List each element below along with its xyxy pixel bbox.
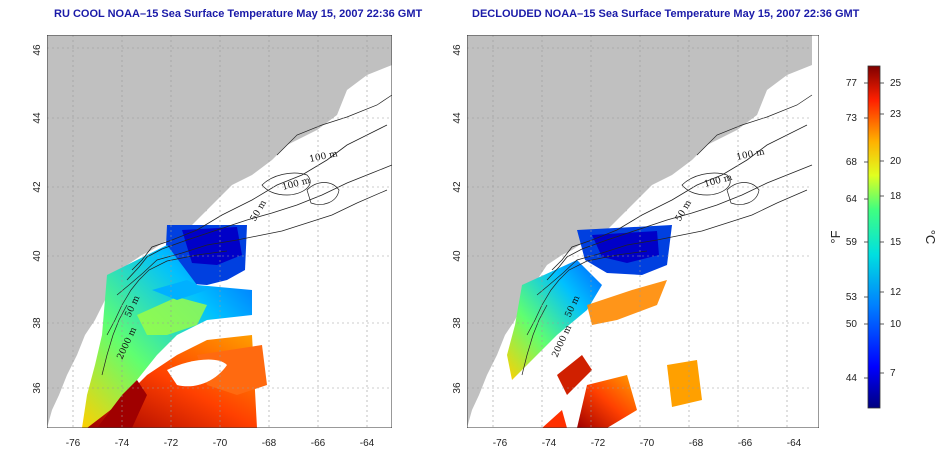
- lon-tick: -68: [262, 438, 277, 449]
- fahrenheit-tick: 64: [846, 194, 858, 205]
- fahrenheit-tick: 68: [846, 157, 858, 168]
- lat-tick: 44: [32, 112, 43, 124]
- left-lon-axis: -76 -74 -72 -70 -68 -66 -64: [66, 438, 375, 449]
- celsius-tick: 25: [890, 78, 902, 89]
- lat-tick: 36: [32, 382, 43, 394]
- left-lat-axis: 36 38 40 42 44 46: [32, 44, 43, 394]
- lat-tick: 44: [452, 112, 463, 124]
- celsius-tick: 10: [890, 319, 902, 330]
- fahrenheit-tick: 44: [846, 373, 858, 384]
- right-lat-axis: 36 38 40 42 44 46: [452, 44, 463, 394]
- lat-tick: 38: [32, 317, 43, 329]
- fahrenheit-label: °F: [828, 230, 843, 243]
- fahrenheit-tick: 50: [846, 319, 858, 330]
- lon-tick: -72: [591, 438, 606, 449]
- lon-tick: -76: [493, 438, 508, 449]
- lon-tick: -66: [738, 438, 753, 449]
- celsius-tick: 20: [890, 156, 902, 167]
- lat-tick: 36: [452, 382, 463, 394]
- lon-tick: -74: [542, 438, 557, 449]
- lon-tick: -72: [164, 438, 179, 449]
- fahrenheit-tick: 73: [846, 113, 858, 124]
- lon-tick: -66: [311, 438, 326, 449]
- right-sst-map: [467, 35, 819, 428]
- lon-tick: -64: [787, 438, 802, 449]
- lat-tick: 42: [32, 181, 43, 193]
- fahrenheit-tick: 59: [846, 237, 858, 248]
- right-map-title: DECLOUDED NOAA–15 Sea Surface Temperatur…: [472, 8, 860, 20]
- lon-tick: -74: [115, 438, 130, 449]
- celsius-tick: 7: [890, 368, 896, 379]
- celsius-tick: 15: [890, 237, 902, 248]
- fahrenheit-tick: 77: [846, 78, 858, 89]
- lon-tick: -70: [213, 438, 228, 449]
- lon-tick: -68: [689, 438, 704, 449]
- lon-tick: -70: [640, 438, 655, 449]
- left-map-title: RU COOL NOAA–15 Sea Surface Temperature …: [54, 8, 423, 20]
- celsius-tick: 23: [890, 109, 902, 120]
- lat-tick: 46: [452, 44, 463, 56]
- lon-tick: -76: [66, 438, 81, 449]
- left-sst-map: [47, 35, 392, 428]
- temperature-colorbar: 77 73 68 64 59 53 50 44 25 23 20 18 15 1…: [828, 65, 938, 409]
- lat-tick: 38: [452, 317, 463, 329]
- lon-tick: -64: [360, 438, 375, 449]
- lat-tick: 46: [32, 44, 43, 56]
- celsius-label: °C: [923, 230, 938, 245]
- lat-tick: 40: [452, 250, 463, 262]
- celsius-tick: 18: [890, 191, 902, 202]
- fahrenheit-tick: 53: [846, 292, 858, 303]
- lat-tick: 42: [452, 181, 463, 193]
- right-lon-axis: -76 -74 -72 -70 -68 -66 -64: [493, 438, 802, 449]
- lat-tick: 40: [32, 250, 43, 262]
- celsius-tick: 12: [890, 287, 902, 298]
